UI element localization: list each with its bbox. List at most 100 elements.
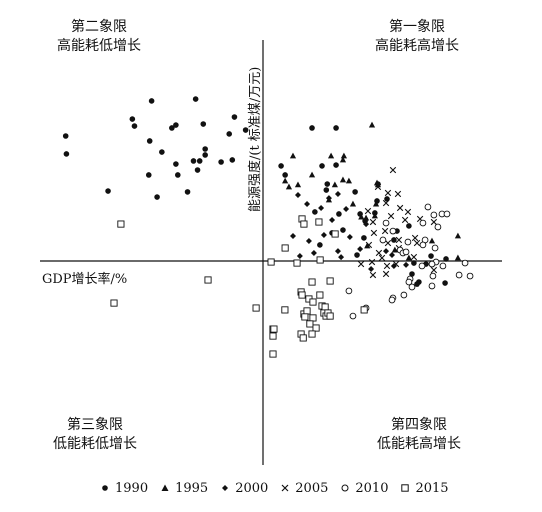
point-2005 [382,270,390,278]
point-2015 [309,314,317,322]
point-2010 [466,272,474,280]
point-2015 [281,244,289,252]
point-1990 [190,158,197,164]
point-1990 [282,172,288,178]
point-2010 [428,282,436,290]
point-1995 [454,232,462,239]
point-2000 [363,221,370,228]
point-1990 [62,133,69,139]
legend-item-2015: 2015 [400,481,449,496]
point-2005 [430,218,438,226]
point-1995 [405,254,412,261]
point-1990 [226,131,233,137]
point-2015 [281,306,289,314]
point-1990 [174,172,181,178]
point-2000 [403,261,410,268]
point-2010 [408,283,416,291]
point-2000 [294,191,301,198]
point-2000 [325,195,332,202]
point-2010 [429,272,437,280]
point-1990 [145,172,152,178]
point-2015 [301,313,309,321]
point-2015 [298,291,306,299]
point-2015 [326,312,334,320]
point-1990 [278,163,284,169]
point-1990 [229,157,236,163]
point-2000 [338,254,345,261]
point-2015 [326,277,334,285]
quadrant-3-name: 第三象限 [67,417,123,433]
point-2010 [455,271,463,279]
legend-label-1990: 1990 [115,480,149,496]
point-2010 [345,287,353,295]
point-2005 [374,183,382,191]
point-2010 [424,203,432,211]
legend-square-icon [401,484,410,492]
point-2010 [419,241,427,249]
legend-item-2005: 2005 [280,481,328,496]
point-1990 [409,271,415,277]
point-2005 [357,260,365,268]
point-2015 [312,324,320,332]
point-1990 [319,163,325,169]
point-2005 [401,216,409,224]
point-2005 [413,239,421,247]
point-2010 [461,259,469,267]
point-1990 [336,211,342,217]
point-1990 [129,116,136,122]
point-1990 [411,260,417,266]
point-2000 [318,204,325,211]
point-1990 [317,242,323,248]
point-2000 [368,266,375,273]
point-1990 [323,187,330,193]
point-2015 [316,256,324,264]
series-2005 [357,166,438,279]
point-1990 [354,252,360,258]
point-1990 [169,125,175,131]
point-1990 [312,209,318,215]
point-2010 [349,312,357,320]
point-2000 [289,233,296,240]
point-1995 [282,177,289,184]
point-1995 [340,152,348,159]
point-2000 [383,248,390,255]
legend-diamond-icon [222,485,229,491]
point-1990 [218,159,224,165]
point-1990 [414,281,420,287]
point-1990 [428,253,434,259]
point-2005 [370,229,378,237]
point-1990 [333,162,339,168]
point-2010 [400,291,408,299]
quadrant-1-label: 第一象限 高能耗高增长 [362,18,472,56]
point-1990 [154,194,160,200]
point-2015 [110,299,118,307]
point-1990 [231,114,238,120]
point-2015 [315,218,323,226]
point-2015 [303,307,311,315]
point-1995 [327,152,335,159]
point-1990 [352,189,358,195]
point-1990 [361,235,367,241]
legend-triangle-icon [161,484,169,491]
point-2000 [334,190,341,197]
point-2005 [430,266,438,274]
point-2000 [346,234,353,241]
point-2015 [331,230,339,238]
point-2005 [384,189,392,197]
point-1995 [308,171,316,178]
point-1990 [202,152,208,158]
y-axis-label: 能源强度/(t 标准煤/万元) [248,66,263,212]
point-1995 [339,176,347,183]
point-1990 [184,189,191,195]
point-2005 [381,227,389,235]
point-2000 [320,232,327,239]
legend-circle-icon [341,484,349,492]
legend-item-2010: 2010 [340,481,388,496]
quadrant-1-name: 第一象限 [389,19,445,35]
point-2010 [405,278,413,286]
axes [40,40,502,465]
point-1995 [372,200,380,207]
point-1990 [202,146,208,152]
point-2015 [117,220,125,228]
point-1995 [345,177,353,184]
